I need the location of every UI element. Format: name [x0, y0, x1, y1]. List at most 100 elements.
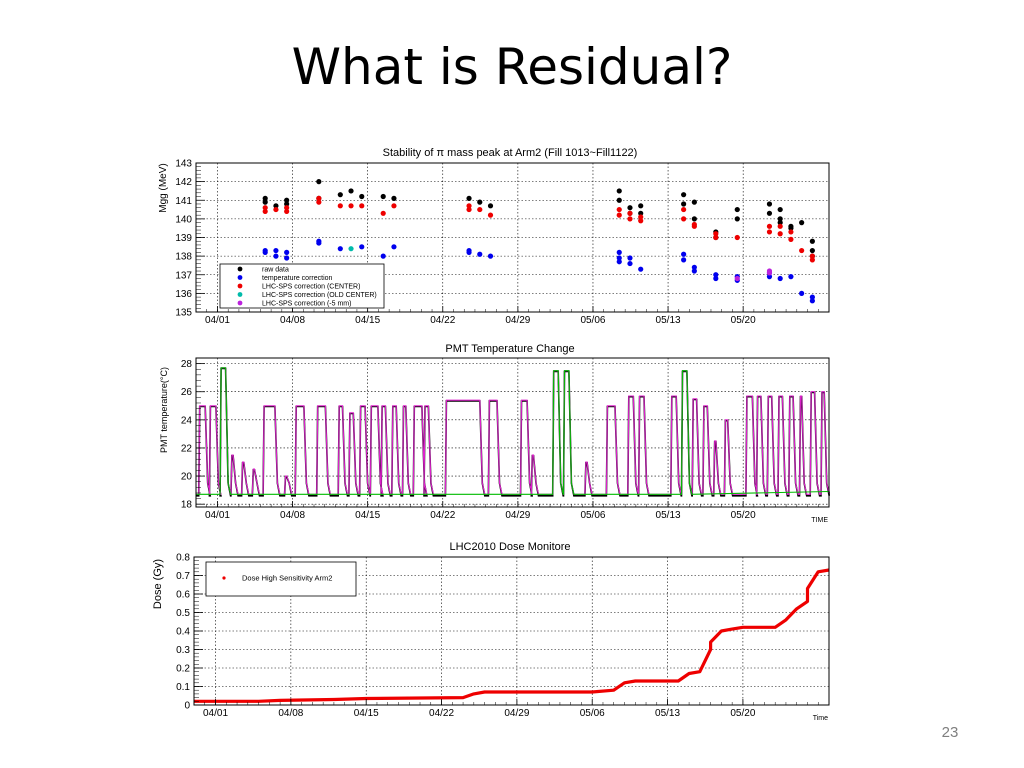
pmt-temperature-chart: PMT Temperature Change PMT temperature(°…	[159, 343, 830, 524]
page-number: 23	[941, 724, 959, 741]
chart1-xtick-label: 04/29	[505, 315, 530, 326]
chart3-xtick-label: 05/13	[655, 708, 680, 719]
chart2-lines	[196, 367, 830, 497]
chart1-point	[627, 260, 633, 267]
slide-title: What is Residual?	[291, 38, 733, 96]
chart1-xtick-label: 04/01	[205, 315, 230, 326]
chart3-ytick-label: 0.6	[176, 590, 190, 601]
chart3-dose-line	[194, 568, 830, 703]
chart2-ytick-label: 20	[181, 472, 193, 483]
chart1-point	[466, 206, 472, 213]
chart1-point	[273, 203, 279, 209]
chart1-point	[734, 216, 740, 222]
chart1-point	[477, 251, 483, 257]
chart1-point	[799, 290, 805, 296]
chart3-ytick-label: 0.7	[176, 571, 190, 582]
chart2-xtick-label: 05/13	[656, 510, 681, 521]
chart1-point	[391, 244, 397, 250]
chart1-point	[766, 210, 773, 216]
chart2-grid	[196, 358, 829, 507]
chart1-point	[616, 212, 622, 218]
chart3-ytick-label: 0.4	[176, 627, 190, 638]
chart2-xtick-label: 05/06	[580, 510, 605, 521]
chart1-points	[262, 179, 815, 304]
chart2-title: PMT Temperature Change	[445, 343, 574, 355]
chart1-point	[262, 249, 268, 255]
chart2-xtick-label: 05/20	[731, 510, 756, 521]
chart1-legend: raw data temperature correction LHC-SPS …	[219, 263, 385, 309]
chart1-point	[466, 249, 472, 255]
chart1-point	[734, 234, 740, 241]
chart1-point	[616, 255, 622, 261]
chart1-point	[316, 199, 322, 205]
chart1-point	[788, 274, 794, 280]
chart1-point	[777, 231, 783, 237]
legend-marker-raw	[237, 266, 243, 272]
chart3-xtick-label: 04/01	[203, 708, 228, 719]
chart1-point	[681, 192, 687, 198]
chart2-ticks: 04/01 04/08 04/15 04/22 04/29 05/06 05/13 05/20…	[181, 357, 830, 521]
chart1-point	[380, 193, 386, 200]
chart1-point	[777, 275, 783, 282]
chart1-point	[316, 240, 322, 246]
chart2-ytick-label: 28	[181, 359, 193, 370]
chart1-ytick-label: 141	[175, 196, 192, 207]
chart1-point	[799, 247, 805, 254]
chart1-point	[713, 231, 719, 237]
chart1-point	[616, 259, 622, 265]
chart1-point	[627, 255, 633, 261]
chart3-ytick-label: 0.3	[176, 645, 190, 656]
chart2-ytick-label: 22	[181, 443, 193, 454]
chart1-point	[348, 246, 354, 252]
chart1-point	[681, 206, 687, 213]
chart1-ytick-label: 140	[175, 214, 192, 225]
chart1-point	[262, 195, 268, 201]
chart1-point	[337, 192, 343, 198]
chart1-point	[799, 220, 805, 226]
chart1-point	[616, 197, 622, 203]
chart1-ytick-label: 143	[175, 159, 192, 170]
chart1-point	[316, 179, 322, 185]
chart3-ticks: 04/01 04/08 04/15 04/22 04/29 05/06 05/13 05/20…	[176, 553, 830, 719]
chart1-point	[627, 205, 633, 211]
chart2-ytick-label: 24	[181, 415, 193, 426]
chart1-point	[734, 206, 740, 213]
chart1-point	[616, 206, 622, 213]
chart1-point	[487, 253, 494, 259]
chart2-series-line	[196, 367, 830, 495]
chart1-point	[638, 266, 644, 272]
chart1-point	[734, 275, 740, 282]
legend-label-dose: Dose High Sensitivity Arm2	[242, 574, 332, 583]
chart2-series-line	[196, 367, 830, 495]
chart1-point	[380, 210, 386, 216]
chart1-ytick-label: 138	[175, 252, 192, 263]
chart1-point	[691, 268, 697, 274]
chart1-point	[487, 212, 494, 218]
chart1-point	[788, 225, 794, 231]
chart2-xtick-label: 04/22	[430, 510, 455, 521]
chart2-xtick-label: 04/08	[280, 510, 305, 521]
dose-monitor-chart: LHC2010 Dose Monitore Dose (Gy) 04/01 04/…	[152, 541, 830, 722]
chart3-ytick-label: 0.8	[176, 553, 190, 564]
chart2-ytick-label: 26	[181, 387, 193, 398]
chart1-xtick-label: 05/13	[656, 315, 681, 326]
chart3-xlabel: Time	[813, 715, 828, 722]
chart2-xtick-label: 04/29	[505, 510, 530, 521]
chart3-ytick-label: 0	[184, 701, 190, 712]
chart1-point	[391, 195, 397, 201]
chart3-xtick-label: 04/29	[504, 708, 529, 719]
chart1-point	[273, 206, 279, 213]
chart1-point	[359, 193, 365, 200]
chart1-point	[284, 201, 290, 207]
chart1-point	[284, 249, 290, 255]
chart1-point	[359, 244, 365, 250]
chart2-series-line	[196, 367, 830, 497]
chart1-point	[766, 270, 773, 276]
chart1-point	[273, 253, 279, 259]
chart1-point	[262, 199, 268, 205]
chart1-point	[359, 203, 365, 209]
chart1-point	[477, 206, 483, 213]
chart1-ytick-label: 135	[175, 308, 192, 319]
chart1-point	[691, 216, 697, 222]
chart3-ytick-label: 0.1	[176, 682, 190, 693]
